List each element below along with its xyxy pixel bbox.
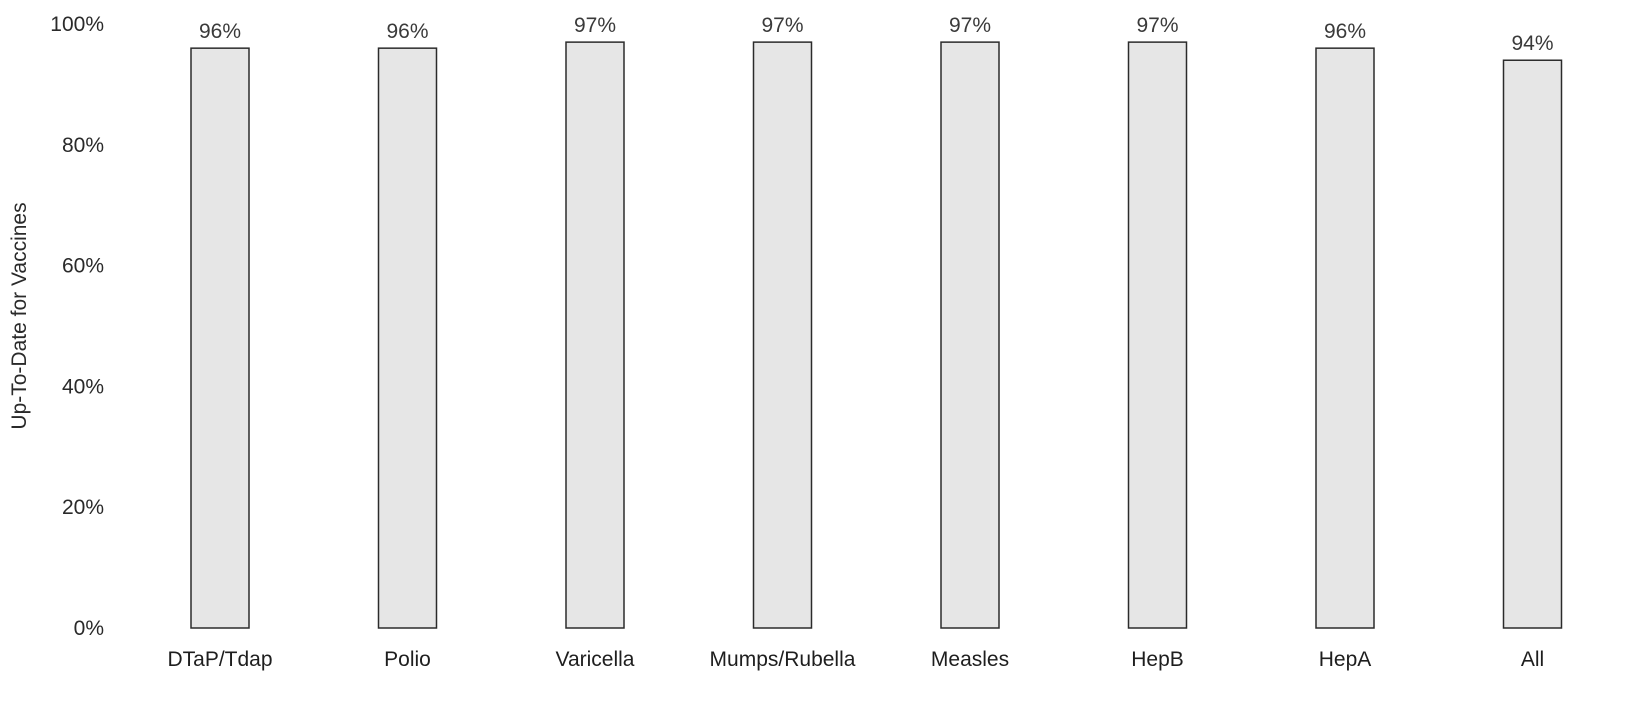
x-category-label: All: [1521, 648, 1544, 671]
x-category-label: Mumps/Rubella: [710, 648, 856, 671]
bar-value-label: 97%: [1136, 14, 1178, 37]
y-axis: 0% 20% 40% 60% 80% 100%: [50, 13, 104, 640]
y-tick-label: 80%: [62, 134, 104, 157]
x-category-label: Varicella: [556, 648, 635, 671]
y-axis-title: Up-To-Date for Vaccines: [8, 202, 31, 429]
bar-value-label: 96%: [199, 20, 241, 43]
bar: [1502, 59, 1563, 629]
bar: [940, 41, 1000, 629]
bar-value-label: 94%: [1511, 32, 1553, 55]
bar: [565, 41, 625, 629]
bar-value-label: 97%: [574, 14, 616, 37]
y-tick-label: 40%: [62, 375, 104, 398]
x-category-label: HepB: [1131, 648, 1184, 671]
bar-value-label: 96%: [1324, 20, 1366, 43]
x-category-label: Polio: [384, 648, 431, 671]
x-category-label: DTaP/Tdap: [167, 648, 272, 671]
bar: [377, 47, 438, 629]
x-category-label: Measles: [931, 648, 1009, 671]
bars-group: [190, 41, 1563, 629]
y-tick-label: 0%: [74, 617, 104, 640]
data-labels-group: 96% 96% 97% 97% 97% 97% 96% 94%: [199, 14, 1554, 55]
y-tick-label: 60%: [62, 255, 104, 278]
y-tick-label: 20%: [62, 496, 104, 519]
x-category-label: HepA: [1319, 648, 1372, 671]
x-axis: DTaP/Tdap Polio Varicella Mumps/Rubella Meas…: [167, 648, 1544, 671]
bar-value-label: 97%: [949, 14, 991, 37]
bar: [190, 47, 250, 629]
bar-value-label: 96%: [386, 20, 428, 43]
y-tick-label: 100%: [50, 13, 104, 36]
bar: [1127, 41, 1188, 629]
bar: [1315, 47, 1375, 629]
bar-value-label: 97%: [761, 14, 803, 37]
bar: [752, 41, 813, 629]
